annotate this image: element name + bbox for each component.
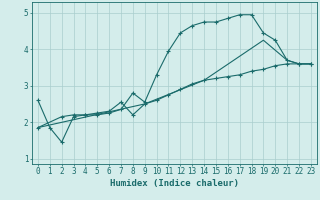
X-axis label: Humidex (Indice chaleur): Humidex (Indice chaleur) bbox=[110, 179, 239, 188]
